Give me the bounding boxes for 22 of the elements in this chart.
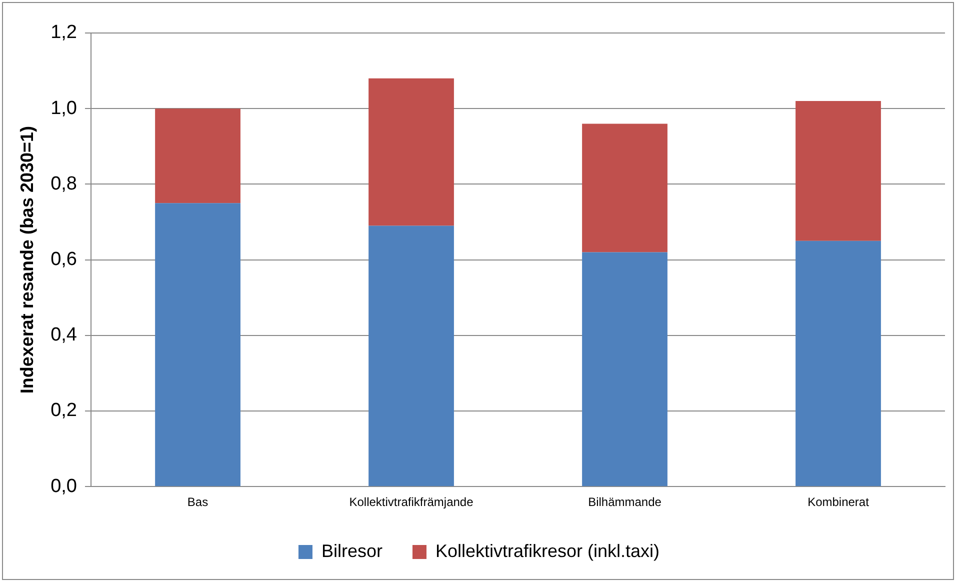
y-tick-label: 1,0 (50, 98, 78, 119)
bar (155, 203, 240, 486)
bar (582, 124, 668, 252)
bar (796, 240, 881, 486)
bar (368, 78, 454, 226)
y-axis-title: Indexerat resande (bas 2030=1) (16, 126, 37, 394)
y-tick-label: 1,2 (50, 22, 78, 44)
y-tick-label: 0,6 (50, 249, 78, 270)
x-tick-label: Kombinerat (808, 495, 870, 510)
bar (368, 226, 454, 486)
bar (155, 108, 240, 204)
bar (582, 252, 668, 486)
legend-label: Bilresor (321, 540, 382, 561)
x-tick-label: Bilhämmande (588, 495, 662, 510)
y-tick-label: 0,0 (50, 476, 78, 497)
legend-label: Kollektivtrafikresor (inkl.taxi) (435, 540, 660, 561)
y-tick-label: 0,4 (50, 324, 78, 346)
x-tick-label: Bas (187, 495, 208, 510)
y-tick-label: 0,2 (50, 400, 78, 422)
bar (796, 101, 881, 241)
y-tick-label: 0,8 (50, 173, 78, 194)
x-tick-label: Kollektivtrafikfrämjande (349, 495, 474, 510)
